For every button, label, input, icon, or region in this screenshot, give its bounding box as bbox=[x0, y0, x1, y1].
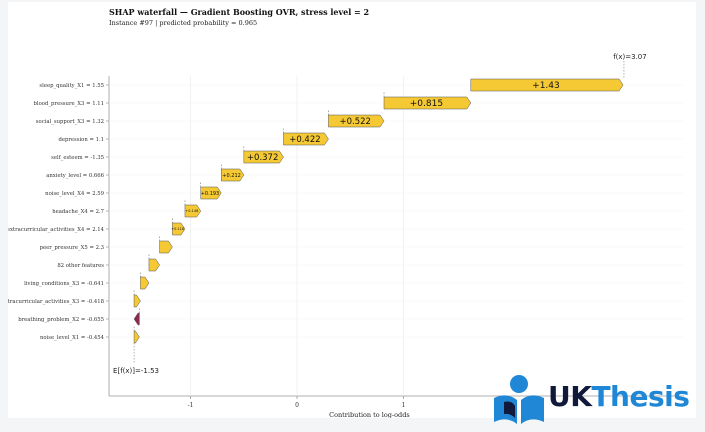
reading-student-icon bbox=[494, 375, 544, 424]
x-tick-label: 1 bbox=[402, 402, 406, 409]
shap-bar bbox=[328, 114, 385, 128]
feature-label: headache_X4 = 2.7 bbox=[52, 209, 104, 215]
logo-uk: UK bbox=[548, 380, 592, 413]
shap-waterfall-chart: -1 0 1 Contribution to log-odds sleep_qualit… bbox=[8, 53, 684, 418]
value-label: +0.815 bbox=[410, 99, 443, 109]
feature-label: peer_pressure_X5 = 2.3 bbox=[40, 245, 104, 251]
x-axis-label: Contribution to log-odds bbox=[329, 411, 410, 418]
shap-bar bbox=[221, 168, 245, 182]
shap-bar bbox=[133, 330, 140, 344]
feature-label: blood_pressure_X3 = 1.11 bbox=[34, 101, 104, 107]
shap-bar bbox=[184, 204, 202, 218]
feature-label: social_support_X3 = 1.32 bbox=[36, 119, 104, 125]
value-label: +1.43 bbox=[532, 81, 560, 91]
shap-bar bbox=[159, 240, 173, 254]
feature-label: breathing_problem_X2 = -0.655 bbox=[18, 317, 104, 323]
x-tick-label: -1 bbox=[188, 402, 194, 409]
feature-label: extracurricular_activities_X3 = -0.418 bbox=[8, 299, 105, 305]
value-label: +0.118 bbox=[171, 227, 184, 231]
value-label: +0.212 bbox=[222, 173, 241, 179]
feature-label: depression = 1.1 bbox=[58, 137, 104, 143]
feature-label: noise_level_X1 = -0.454 bbox=[40, 335, 105, 341]
feature-label: 82 other features bbox=[57, 263, 104, 269]
shap-bar bbox=[140, 276, 150, 290]
final-value-label: f(x)=3.07 bbox=[613, 53, 647, 61]
shap-bar bbox=[200, 186, 222, 200]
value-label: +0.372 bbox=[247, 153, 278, 163]
logo-thesis: Thesis bbox=[591, 380, 690, 413]
x-tick-label: 0 bbox=[295, 402, 299, 409]
value-label: +0.193 bbox=[201, 191, 220, 197]
shap-bar bbox=[243, 150, 284, 164]
chart-title: SHAP waterfall — Gradient Boosting OVR, … bbox=[109, 7, 370, 17]
value-label: +0.148 bbox=[185, 209, 198, 213]
value-label: +0.422 bbox=[289, 135, 320, 145]
shap-bar bbox=[470, 78, 624, 92]
value-label: +0.522 bbox=[339, 117, 370, 127]
ukthesis-logo: UKThesis bbox=[490, 372, 702, 428]
shap-bar bbox=[283, 132, 329, 146]
feature-label: noise_level_X4 = 2.59 bbox=[45, 191, 104, 197]
feature-label: living_conditions_X3 = -0.641 bbox=[24, 281, 104, 287]
feature-label: anxiety_level = 0.666 bbox=[46, 173, 104, 179]
base-value-label: E[f(x)]=-1.53 bbox=[113, 367, 159, 375]
feature-label: sleep_quality_X1 = 1.55 bbox=[39, 83, 104, 89]
shap-bar bbox=[133, 312, 140, 326]
shap-bar bbox=[383, 96, 472, 110]
chart-subtitle: Instance #97 | predicted probability = 0… bbox=[109, 19, 258, 27]
feature-label: extracurricular_activities_X4 = 2.14 bbox=[8, 227, 105, 233]
shap-bar bbox=[172, 222, 186, 236]
shap-bar bbox=[133, 294, 141, 308]
shap-bar bbox=[148, 258, 160, 272]
feature-label: self_esteem = -1.35 bbox=[51, 155, 104, 161]
chart-panel: -1 0 1 Contribution to log-odds sleep_qualit… bbox=[8, 2, 696, 418]
logo-wordmark: UKThesis bbox=[548, 380, 690, 413]
